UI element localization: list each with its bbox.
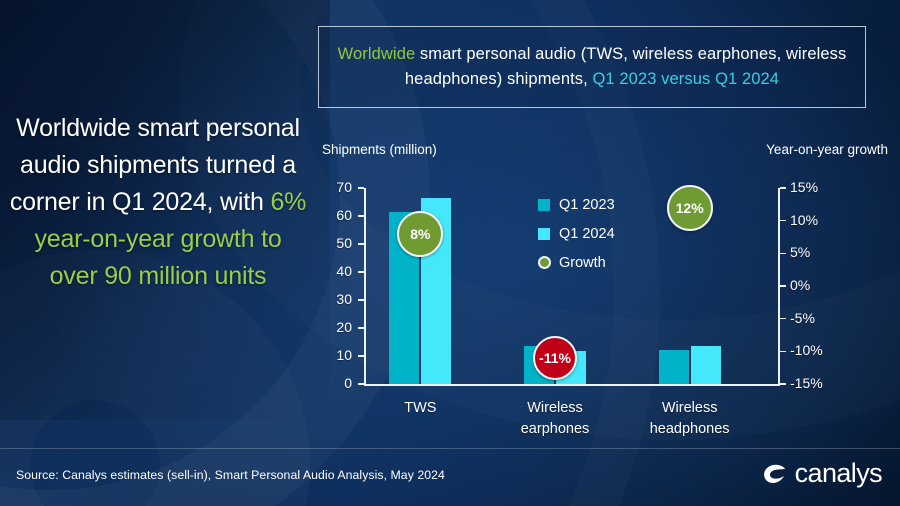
right-axis-tick: [780, 317, 786, 320]
category-label-wireless-headphones: Wireless headphones: [649, 400, 730, 437]
left-axis-tick: [358, 327, 364, 329]
growth-bubble-wireless-headphones: 12%: [666, 184, 713, 231]
right-axis-tick: [780, 252, 786, 255]
right-axis-tick-label: -10%: [790, 342, 823, 359]
left-axis-tick: [358, 243, 364, 245]
right-axis-tick-label: -5%: [790, 309, 815, 326]
right-axis-tick: [780, 219, 786, 222]
legend-item-growth[interactable]: Growth: [538, 248, 615, 277]
left-axis-tick-label: 0: [344, 375, 352, 391]
category-label-wireless-earphones: Wireless earphones: [520, 400, 590, 437]
legend-label: Q1 2023: [559, 196, 615, 213]
legend-label: Growth: [559, 254, 606, 271]
chart-title: Worldwide smart personal audio (TWS, wir…: [333, 42, 851, 92]
left-axis-tick-label: 10: [336, 347, 352, 363]
legend-square-icon: [538, 227, 550, 240]
right-axis-tick-label: -15%: [790, 375, 823, 391]
chart-title-period: Q1 2023 versus Q1 2024: [592, 70, 780, 88]
left-axis-tick: [358, 383, 364, 385]
canalys-wordmark: canalys: [794, 458, 883, 488]
category-label-tws: TWS: [404, 400, 437, 416]
right-axis-tick-label: 0%: [790, 277, 811, 293]
canalys-swoosh-icon: [763, 464, 785, 483]
chart-title-middle: smart personal audio (TWS, wireless earp…: [404, 45, 847, 88]
x-axis-line: [364, 384, 780, 386]
left-axis-title: Shipments (million): [322, 142, 437, 157]
chart-legend: Q1 2023 Q1 2024 Growth: [538, 190, 615, 277]
right-axis-title: Year-on-year growth: [766, 142, 888, 157]
right-axis-tick-label: 15%: [790, 179, 819, 195]
chart-title-region: Worldwide: [337, 45, 416, 63]
canalys-logo: canalys: [760, 458, 883, 488]
right-axis-tick-label: 5%: [790, 244, 811, 261]
left-axis-tick: [358, 271, 364, 273]
growth-bubble-wireless-earphones: -11%: [533, 335, 577, 380]
left-axis-tick-label: 30: [336, 291, 352, 307]
legend-circle-icon: [538, 256, 551, 269]
chart-area: Shipments (million) Year-on-year growth …: [318, 138, 892, 448]
headline-white-text: Worldwide smart personal audio shipments…: [9, 114, 300, 216]
source-note: Source: Canalys estimates (sell-in), Sma…: [16, 468, 445, 482]
decorative-shade: [0, 0, 330, 420]
left-axis-tick: [358, 299, 364, 301]
right-axis-tick: [780, 350, 786, 353]
left-axis-tick: [358, 355, 364, 357]
legend-item-q1-2024[interactable]: Q1 2024: [538, 219, 615, 248]
left-axis-tick-label: 20: [336, 319, 352, 335]
left-axis-tick: [358, 187, 364, 189]
plot-area: 8% -11% 12%: [365, 184, 769, 384]
bar-q1-2024-wireless-headphones: [690, 346, 721, 384]
right-axis-tick-label: 10%: [790, 211, 819, 228]
right-axis-line: [778, 188, 780, 385]
legend-item-q1-2023[interactable]: Q1 2023: [538, 190, 615, 219]
legend-label: Q1 2024: [559, 225, 615, 242]
growth-bubble-tws: 8%: [397, 210, 444, 257]
left-axis-tick-label: 70: [336, 179, 352, 195]
headline: Worldwide smart personal audio shipments…: [8, 110, 308, 295]
left-axis-tick-label: 50: [336, 235, 352, 251]
bar-q1-2023-wireless-headphones: [658, 349, 689, 384]
right-axis-tick: [780, 285, 786, 287]
left-axis-tick-label: 40: [336, 263, 352, 279]
footer-divider: [0, 448, 900, 449]
chart-title-box: Worldwide smart personal audio (TWS, wir…: [318, 26, 866, 108]
left-axis-tick: [358, 215, 364, 217]
headline-green-text: 6% year-on-year growth to over 90 millio…: [34, 188, 307, 290]
legend-square-icon: [538, 198, 550, 211]
right-axis-tick: [780, 383, 786, 385]
left-axis-tick-label: 60: [336, 207, 352, 223]
left-axis-line: [364, 188, 366, 385]
right-axis-tick: [780, 187, 786, 189]
